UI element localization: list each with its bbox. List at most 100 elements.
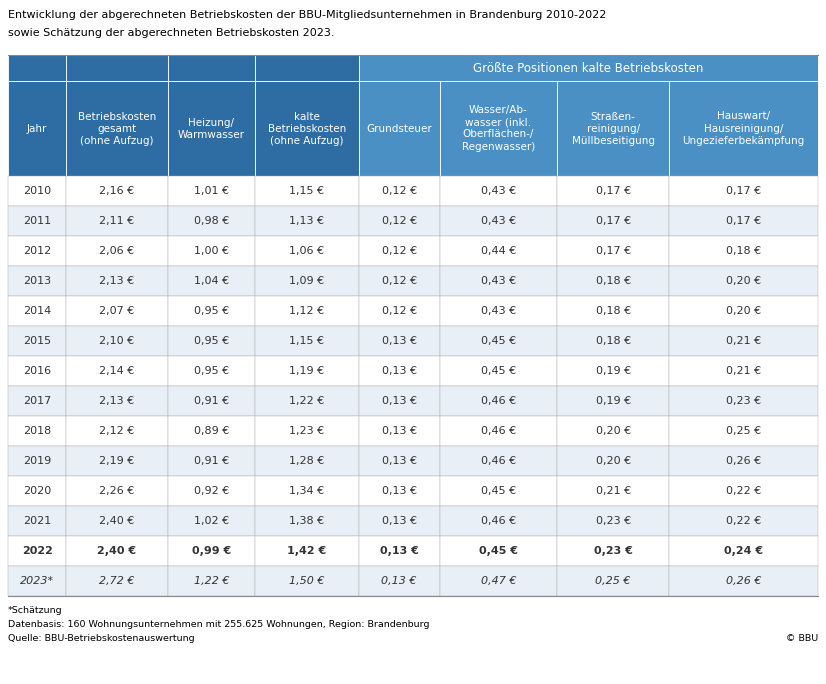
Bar [439, 506, 558, 536]
Bar [8, 356, 66, 386]
Bar [558, 266, 669, 296]
Text: 2,19 €: 2,19 € [99, 456, 135, 466]
Bar [358, 266, 439, 296]
Bar [66, 566, 168, 596]
Bar [168, 416, 255, 446]
Text: 0,13 €: 0,13 € [380, 546, 419, 556]
Bar [8, 446, 66, 476]
Bar [439, 566, 558, 596]
Bar [439, 176, 558, 206]
Bar [669, 81, 818, 176]
Bar [8, 206, 66, 236]
Text: 1,09 €: 1,09 € [289, 276, 325, 286]
Text: 2013: 2013 [23, 276, 51, 286]
Text: 0,89 €: 0,89 € [193, 426, 229, 436]
Bar [168, 206, 255, 236]
Bar [558, 206, 669, 236]
Bar [66, 506, 168, 536]
Text: 0,13 €: 0,13 € [382, 456, 417, 466]
Bar [66, 536, 168, 566]
Text: 0,45 €: 0,45 € [481, 336, 516, 346]
Text: 0,13 €: 0,13 € [382, 516, 417, 526]
Bar [168, 176, 255, 206]
Text: kalte
Betriebskosten
(ohne Aufzug): kalte Betriebskosten (ohne Aufzug) [268, 111, 346, 146]
Bar [8, 236, 66, 266]
Bar [358, 81, 439, 176]
Text: 0,46 €: 0,46 € [481, 426, 516, 436]
Text: 0,24 €: 0,24 € [724, 546, 763, 556]
Bar [558, 446, 669, 476]
Text: 1,34 €: 1,34 € [289, 486, 325, 496]
Text: 0,13 €: 0,13 € [382, 426, 417, 436]
Text: 2,12 €: 2,12 € [99, 426, 135, 436]
Bar [669, 176, 818, 206]
Bar [168, 476, 255, 506]
Bar [168, 506, 255, 536]
Bar [669, 236, 818, 266]
Bar [168, 446, 255, 476]
Text: 2015: 2015 [23, 336, 51, 346]
Bar [255, 476, 358, 506]
Bar [558, 236, 669, 266]
Bar [255, 206, 358, 236]
Bar [669, 266, 818, 296]
Text: 1,28 €: 1,28 € [289, 456, 325, 466]
Text: Quelle: BBU-Betriebskostenauswertung: Quelle: BBU-Betriebskostenauswertung [8, 634, 195, 643]
Bar [558, 326, 669, 356]
Bar [255, 296, 358, 326]
Text: 0,13 €: 0,13 € [382, 486, 417, 496]
Bar [358, 386, 439, 416]
Bar [358, 566, 439, 596]
Text: Wasser/Ab-
wasser (inkl.
Oberflächen-/
Regenwasser): Wasser/Ab- wasser (inkl. Oberflächen-/ R… [462, 105, 535, 151]
Text: 1,38 €: 1,38 € [289, 516, 325, 526]
Bar [439, 446, 558, 476]
Text: sowie Schätzung der abgerechneten Betriebskosten 2023.: sowie Schätzung der abgerechneten Betrie… [8, 28, 335, 38]
Bar [66, 206, 168, 236]
Text: 0,12 €: 0,12 € [382, 276, 417, 286]
Text: 1,22 €: 1,22 € [289, 396, 325, 406]
Text: 2,13 €: 2,13 € [99, 276, 135, 286]
Bar [66, 55, 168, 81]
Bar [8, 266, 66, 296]
Bar [358, 236, 439, 266]
Bar [8, 326, 66, 356]
Bar [66, 326, 168, 356]
Text: 0,95 €: 0,95 € [194, 306, 229, 316]
Bar [358, 506, 439, 536]
Bar [168, 386, 255, 416]
Bar [168, 236, 255, 266]
Bar [669, 206, 818, 236]
Text: 0,95 €: 0,95 € [194, 336, 229, 346]
Text: 1,50 €: 1,50 € [289, 576, 325, 586]
Text: 0,22 €: 0,22 € [726, 516, 761, 526]
Bar [8, 176, 66, 206]
Bar [255, 236, 358, 266]
Bar [439, 81, 558, 176]
Bar [8, 476, 66, 506]
Text: Betriebskosten
gesamt
(ohne Aufzug): Betriebskosten gesamt (ohne Aufzug) [78, 111, 156, 146]
Text: 0,23 €: 0,23 € [596, 516, 630, 526]
Text: 2,07 €: 2,07 € [99, 306, 135, 316]
Text: 0,18 €: 0,18 € [596, 276, 630, 286]
Text: 0,46 €: 0,46 € [481, 516, 516, 526]
Bar [558, 476, 669, 506]
Text: 2,40 €: 2,40 € [97, 546, 136, 556]
Text: 0,25 €: 0,25 € [726, 426, 761, 436]
Text: 0,18 €: 0,18 € [596, 306, 630, 316]
Text: 0,18 €: 0,18 € [596, 336, 630, 346]
Text: 1,01 €: 1,01 € [194, 186, 229, 196]
Text: 0,17 €: 0,17 € [596, 246, 630, 256]
Text: 0,45 €: 0,45 € [479, 546, 518, 556]
Bar [8, 506, 66, 536]
Bar [358, 176, 439, 206]
Bar [255, 81, 358, 176]
Bar [168, 536, 255, 566]
Text: 2021: 2021 [23, 516, 51, 526]
Bar [358, 416, 439, 446]
Text: Heizung/
Warmwasser: Heizung/ Warmwasser [178, 118, 244, 140]
Bar [66, 236, 168, 266]
Text: 0,12 €: 0,12 € [382, 186, 417, 196]
Text: 0,44 €: 0,44 € [481, 246, 516, 256]
Bar [255, 356, 358, 386]
Bar [168, 81, 255, 176]
